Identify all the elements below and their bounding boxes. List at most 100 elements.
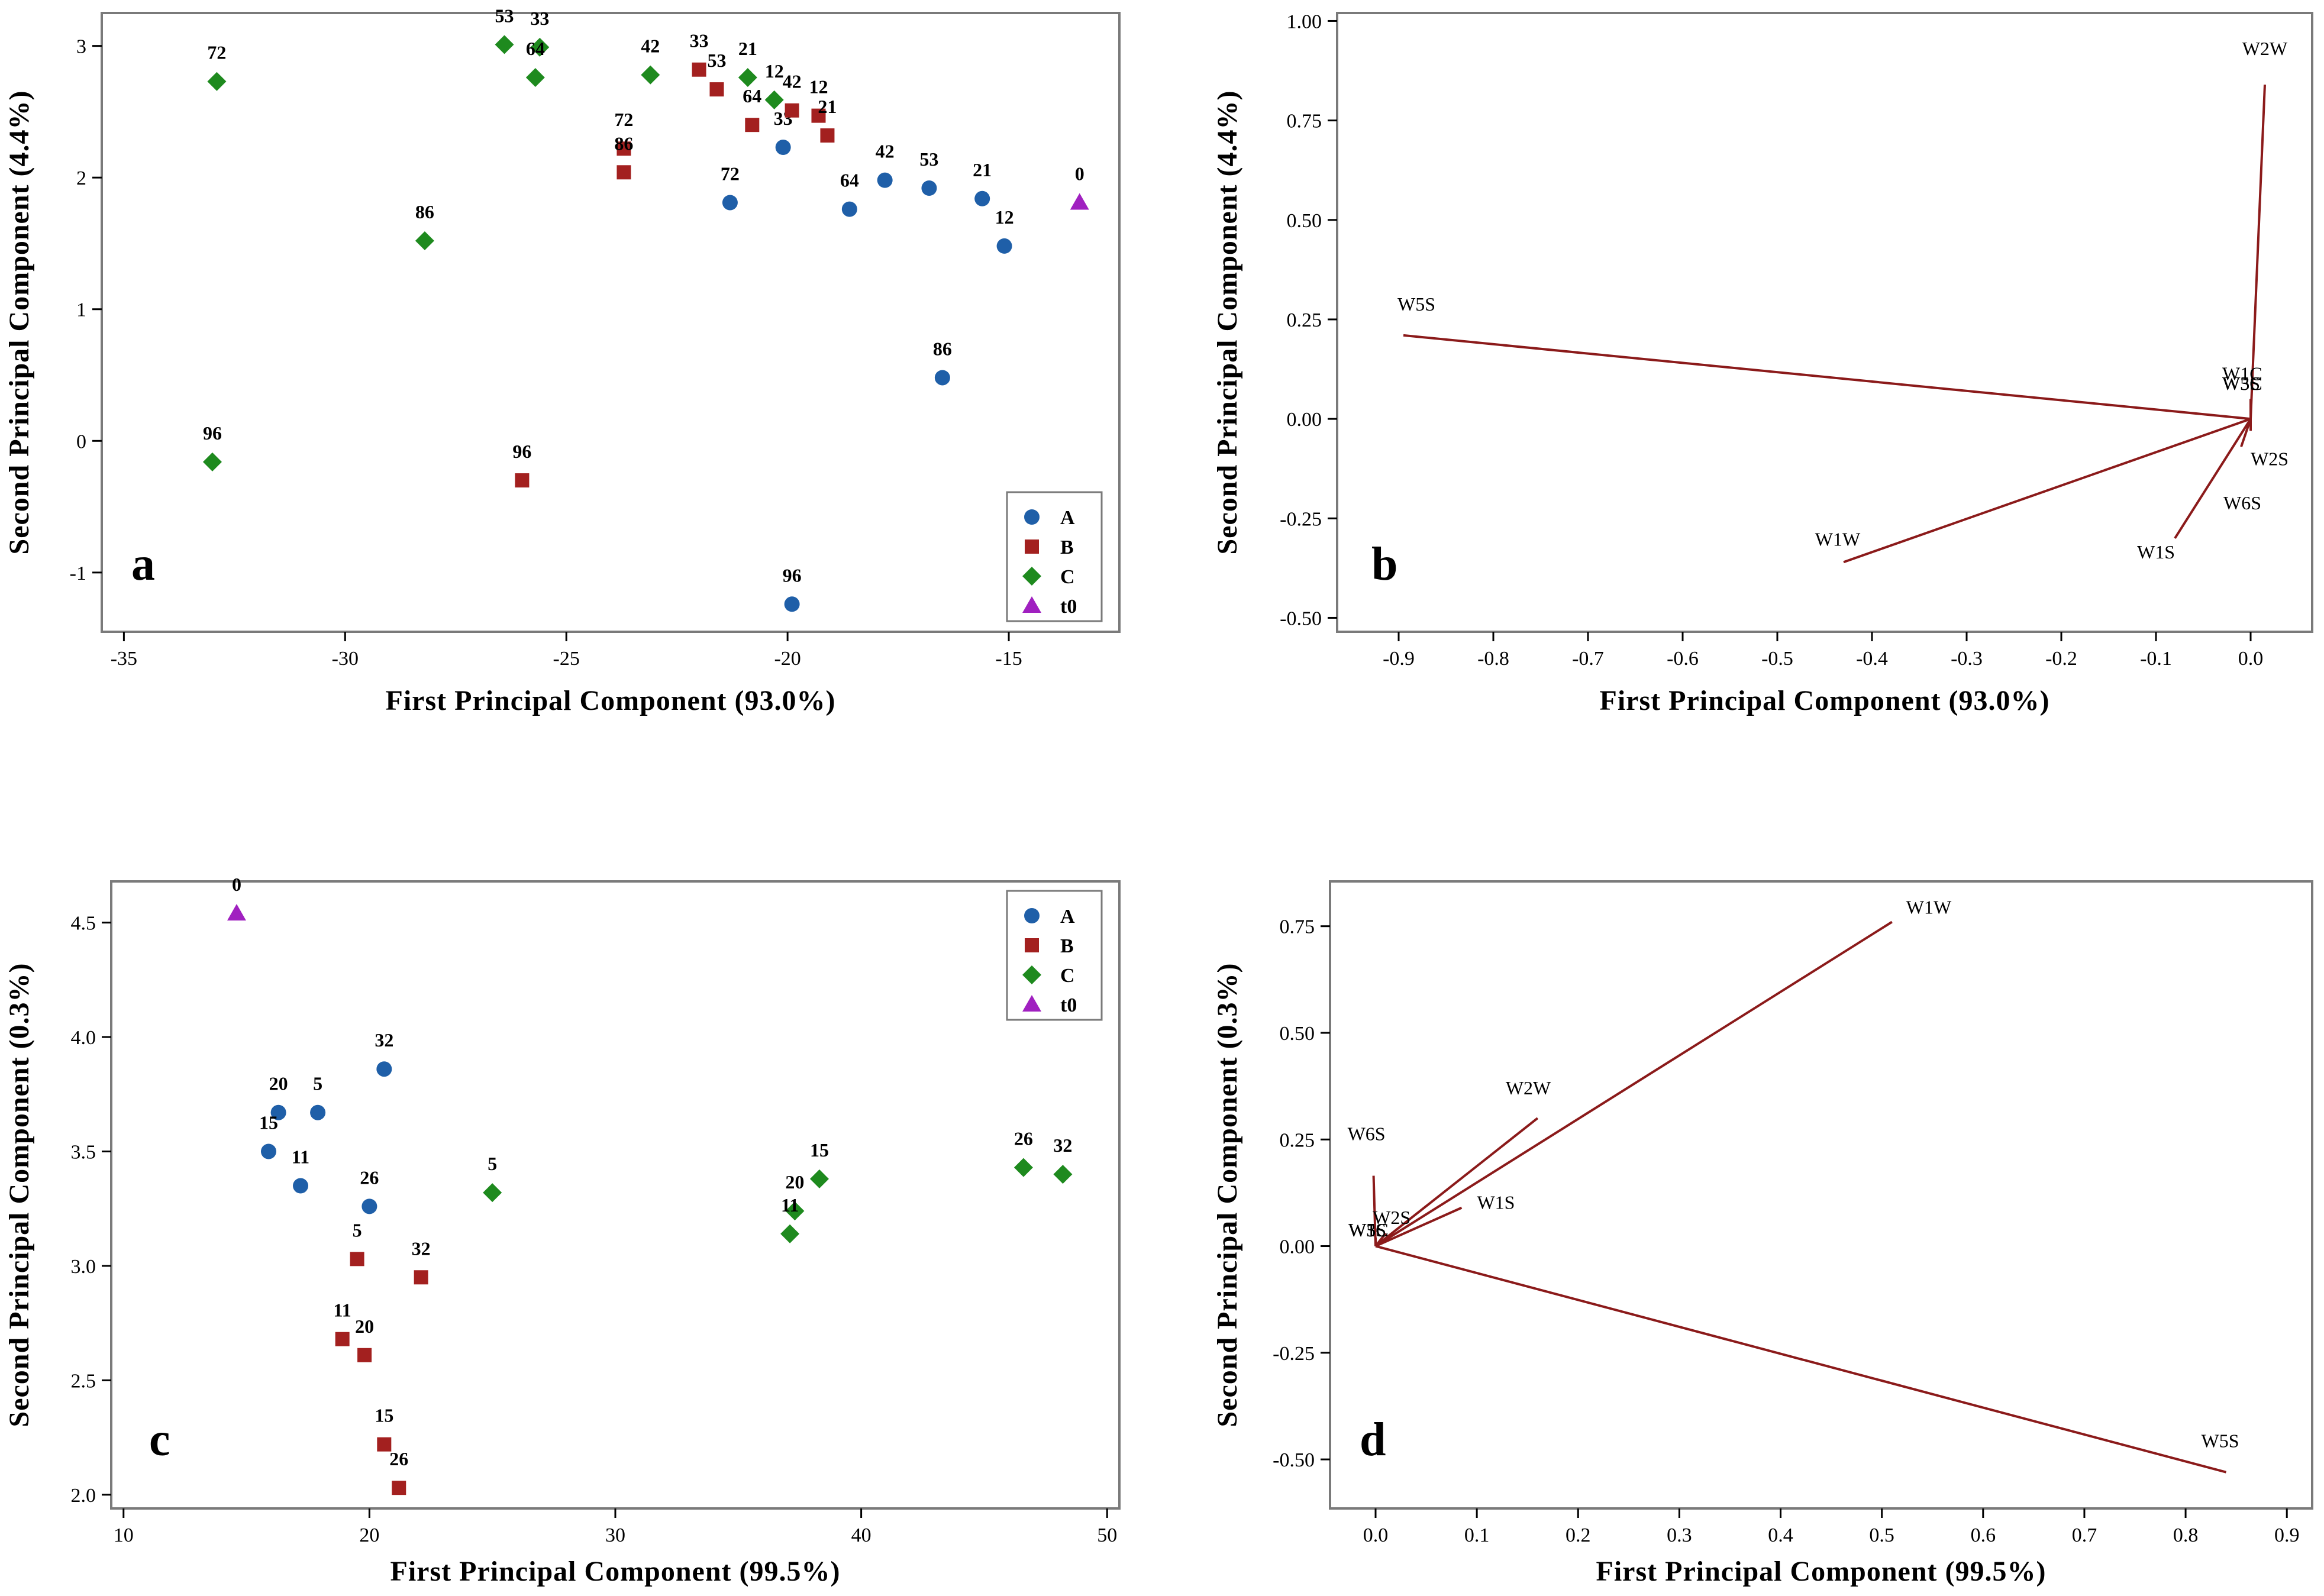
point-label: 72 [207, 42, 226, 63]
legend-marker-C [1022, 965, 1041, 984]
x-tick-label: 0.8 [2173, 1524, 2199, 1546]
point-label: 86 [415, 201, 434, 222]
vector-label: W5S [2202, 1430, 2239, 1452]
point-C [780, 1224, 800, 1243]
point-label: 96 [512, 441, 531, 462]
point-C [764, 90, 784, 109]
point-A [310, 1104, 326, 1120]
x-tick-label: 50 [1097, 1524, 1117, 1546]
point-label: 96 [203, 422, 222, 444]
point-label: 26 [1014, 1128, 1033, 1149]
point-C [809, 1169, 829, 1188]
point-B [692, 62, 706, 77]
legend-box [1006, 491, 1103, 622]
vector-label: W1S [2137, 541, 2175, 563]
x-tick-label: -0.7 [1572, 648, 1604, 670]
point-B [377, 1437, 392, 1452]
x-tick-label: 40 [851, 1524, 872, 1546]
point-label: 12 [995, 206, 1014, 228]
y-tick-label: 2.5 [71, 1370, 96, 1392]
legend-box [1006, 890, 1103, 1021]
point-A [974, 190, 990, 206]
x-tick-label: 0.9 [2274, 1524, 2300, 1546]
y-tick-label: 0.00 [1280, 1236, 1315, 1258]
point-label: 15 [810, 1139, 829, 1161]
legend-label: C [1060, 965, 1075, 987]
x-axis-label: First Principal Component (93.0%) [386, 685, 836, 716]
point-B [414, 1270, 428, 1285]
point-label: 64 [840, 170, 859, 191]
legend-label: t0 [1060, 994, 1077, 1016]
panel-tag: d [1360, 1414, 1386, 1466]
legend-label: A [1060, 507, 1075, 529]
point-C [525, 68, 545, 88]
point-label: 15 [259, 1112, 278, 1133]
point-label: 42 [876, 141, 895, 162]
plot-frame [110, 880, 1121, 1510]
plot-frame [1329, 880, 2313, 1510]
point-label: 21 [818, 96, 837, 117]
y-tick-label: -0.25 [1273, 1343, 1315, 1365]
y-tick-label: 3.0 [71, 1256, 96, 1278]
x-tick-label: -0.9 [1383, 648, 1415, 670]
point-C [207, 72, 227, 91]
y-tick-label: 3 [76, 36, 86, 58]
loading-vector-w6s [2240, 418, 2252, 447]
point-label: 32 [1053, 1135, 1072, 1156]
point-label: 33 [530, 8, 549, 29]
point-B [335, 1332, 350, 1346]
point-label: 33 [690, 30, 709, 51]
point-C [415, 231, 434, 251]
y-tick-label: 2.0 [71, 1485, 96, 1507]
x-tick-label: 0.5 [1869, 1524, 1894, 1546]
vector-label: W1C [1348, 1219, 1389, 1240]
point-label: 42 [641, 35, 660, 57]
plot-frame [1336, 12, 2313, 633]
vector-label: W2S [2251, 448, 2289, 469]
point-label: 42 [783, 71, 802, 92]
legend-label: A [1060, 906, 1075, 928]
point-C [202, 452, 222, 471]
x-axis-label: First Principal Component (93.0%) [1600, 685, 2050, 716]
vector-label: W3S [1348, 1219, 1386, 1240]
point-B [745, 118, 760, 133]
point-A [784, 596, 800, 612]
y-tick-label: 0.50 [1280, 1023, 1315, 1045]
x-tick-label: -0.1 [2140, 648, 2172, 670]
point-label: 21 [738, 38, 757, 59]
y-axis-label: Second Principal Component (4.4%) [4, 90, 35, 554]
x-tick-label: -0.2 [2045, 648, 2077, 670]
point-label: 53 [919, 148, 938, 170]
legend-marker-A [1024, 908, 1040, 923]
y-axis-label: Second Principal Component (0.3%) [4, 962, 35, 1427]
point-A [270, 1104, 286, 1120]
point-A [841, 201, 857, 217]
legend-label: B [1060, 537, 1074, 558]
point-B [811, 108, 826, 123]
point-label: 5 [488, 1153, 497, 1174]
y-tick-label: -1 [70, 563, 86, 584]
x-tick-label: -0.6 [1667, 648, 1699, 670]
point-label: 26 [360, 1167, 379, 1188]
point-B [357, 1348, 372, 1362]
loading-vector-w1w [1374, 920, 1893, 1248]
vector-label: W3C [2222, 373, 2262, 394]
x-tick-label: 0.1 [1464, 1524, 1490, 1546]
x-tick-label: 10 [114, 1524, 134, 1546]
point-A [376, 1061, 392, 1077]
point-C [483, 1183, 502, 1203]
x-tick-label: -0.4 [1856, 648, 1888, 670]
y-axis-label: Second Principal Component (0.3%) [1212, 962, 1243, 1427]
panel-tag: a [131, 538, 155, 590]
point-C [641, 65, 660, 85]
point-label: 5 [313, 1073, 322, 1094]
point-label: 86 [614, 133, 633, 154]
point-label: 32 [412, 1238, 431, 1259]
loading-vector-w2w [1374, 1117, 1539, 1248]
point-t0 [1070, 193, 1089, 210]
point-label: 20 [269, 1073, 288, 1094]
point-label: 64 [743, 85, 761, 106]
panel-d: 0.0 0.1 0.2 0.3 0.4 0.5 0.6 0.7 0.8 0.9 -0.50 -0.25… [1212, 880, 2313, 1587]
